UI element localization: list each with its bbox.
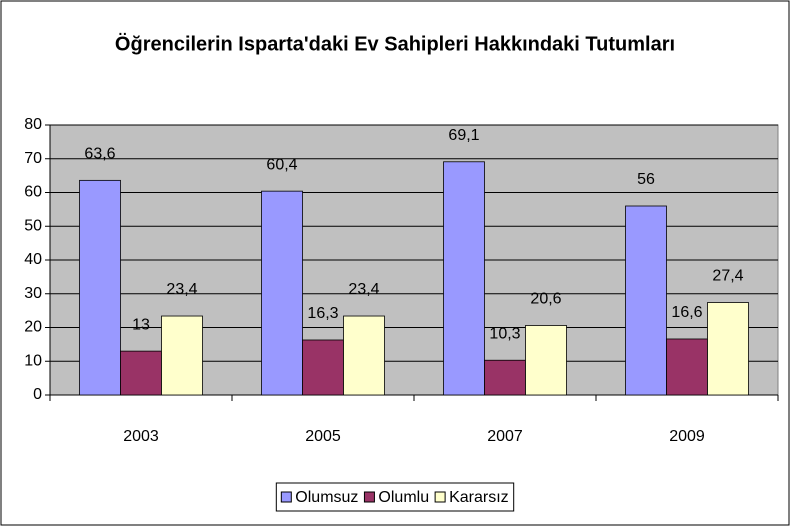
y-tick-label: 10 bbox=[24, 352, 42, 369]
value-label: 23,4 bbox=[166, 281, 197, 298]
value-label: 13 bbox=[132, 316, 150, 333]
value-label: 63,6 bbox=[84, 146, 115, 163]
bar bbox=[120, 350, 162, 396]
bar bbox=[302, 339, 344, 396]
value-label: 16,6 bbox=[671, 304, 702, 321]
bar bbox=[707, 302, 749, 396]
bar bbox=[625, 205, 667, 396]
value-label: 16,3 bbox=[307, 305, 338, 322]
value-label: 56 bbox=[637, 171, 655, 188]
legend-swatch bbox=[363, 491, 375, 503]
value-label: 69,1 bbox=[448, 127, 479, 144]
y-tick-label: 60 bbox=[24, 184, 42, 201]
value-label: 27,4 bbox=[712, 268, 743, 285]
legend-label: Olumlu bbox=[378, 489, 429, 506]
bar bbox=[261, 190, 303, 396]
x-tick-label: 2003 bbox=[123, 428, 159, 445]
y-tick-label: 70 bbox=[24, 150, 42, 167]
x-tick-label: 2009 bbox=[669, 428, 705, 445]
y-tick-label: 50 bbox=[24, 217, 42, 234]
y-tick-label: 30 bbox=[24, 285, 42, 302]
bar bbox=[484, 359, 526, 396]
bar bbox=[525, 325, 567, 396]
bar bbox=[79, 179, 121, 396]
legend-swatch bbox=[434, 491, 446, 503]
value-label: 10,3 bbox=[489, 325, 520, 342]
value-label: 60,4 bbox=[266, 156, 297, 173]
value-label: 23,4 bbox=[348, 281, 379, 298]
bar bbox=[666, 338, 708, 396]
legend-label: Kararsız bbox=[449, 489, 509, 506]
y-tick-label: 20 bbox=[24, 319, 42, 336]
y-tick-label: 0 bbox=[33, 386, 42, 403]
bar bbox=[443, 161, 485, 396]
bar bbox=[343, 315, 385, 396]
chart-title: Öğrencilerin Isparta'daki Ev Sahipleri H… bbox=[115, 32, 675, 55]
legend-label: Olumsuz bbox=[295, 489, 358, 506]
value-label: 20,6 bbox=[530, 291, 561, 308]
y-tick-label: 40 bbox=[24, 251, 42, 268]
x-tick-label: 2007 bbox=[487, 428, 523, 445]
y-tick-label: 80 bbox=[24, 116, 42, 133]
x-tick-label: 2005 bbox=[305, 428, 341, 445]
legend-box bbox=[275, 482, 515, 512]
bar bbox=[161, 315, 203, 396]
legend-swatch bbox=[280, 491, 292, 503]
